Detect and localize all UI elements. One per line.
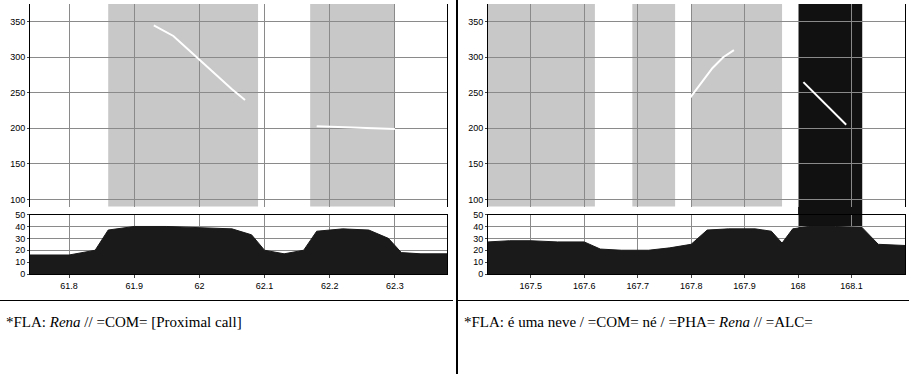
svg-text:30: 30 [15, 234, 25, 244]
svg-text:200: 200 [468, 123, 483, 133]
svg-text:100: 100 [468, 195, 483, 205]
svg-text:10: 10 [473, 257, 483, 267]
svg-text:300: 300 [10, 52, 25, 62]
svg-text:40: 40 [15, 222, 25, 232]
svg-text:250: 250 [10, 88, 25, 98]
svg-text:30: 30 [473, 234, 483, 244]
svg-text:0: 0 [20, 269, 25, 279]
svg-text:167.7: 167.7 [626, 281, 649, 291]
svg-text:61.8: 61.8 [60, 281, 78, 291]
svg-text:168: 168 [791, 281, 806, 291]
svg-text:40: 40 [473, 222, 483, 232]
svg-text:61.9: 61.9 [125, 281, 143, 291]
svg-text:300: 300 [468, 52, 483, 62]
svg-text:10: 10 [15, 257, 25, 267]
svg-text:62.1: 62.1 [256, 281, 274, 291]
svg-text:50: 50 [15, 210, 25, 220]
svg-text:62: 62 [194, 281, 204, 291]
svg-text:200: 200 [10, 123, 25, 133]
svg-text:167.5: 167.5 [520, 281, 543, 291]
svg-text:150: 150 [468, 159, 483, 169]
svg-text:20: 20 [15, 245, 25, 255]
svg-text:168.1: 168.1 [840, 281, 863, 291]
svg-text:350: 350 [10, 17, 25, 27]
svg-text:167.8: 167.8 [680, 281, 703, 291]
html-text:*FLA: é uma neve / =COM= né /: *FLA: é uma neve / =COM= né / =PHA= Rena… [464, 314, 813, 330]
svg-text:62.2: 62.2 [321, 281, 339, 291]
svg-text:167.9: 167.9 [733, 281, 756, 291]
svg-text:20: 20 [473, 245, 483, 255]
svg-text:0: 0 [478, 269, 483, 279]
svg-text:167.6: 167.6 [573, 281, 596, 291]
svg-text:350: 350 [468, 17, 483, 27]
svg-text:250: 250 [468, 88, 483, 98]
svg-text:100: 100 [10, 195, 25, 205]
html-text:*FLA: Rena // =COM= [Proximal: *FLA: Rena // =COM= [Proximal call] [6, 314, 242, 330]
svg-text:62.3: 62.3 [386, 281, 404, 291]
svg-text:150: 150 [10, 159, 25, 169]
svg-text:50: 50 [473, 210, 483, 220]
